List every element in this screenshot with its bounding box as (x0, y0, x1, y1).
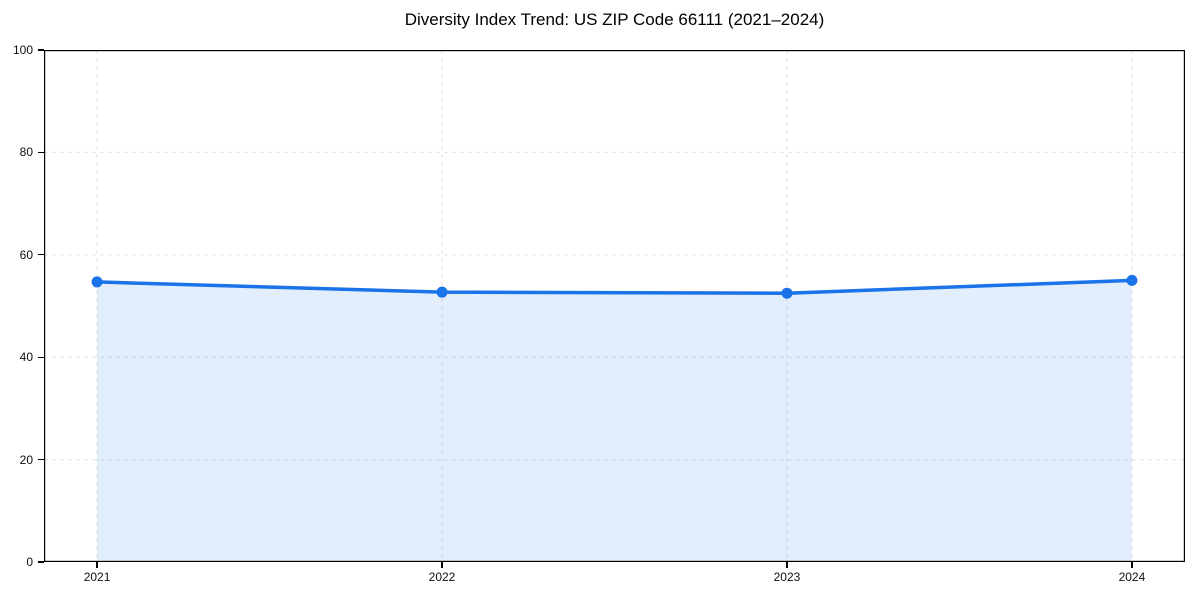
y-tick-mark (38, 561, 44, 563)
y-tick-mark (38, 459, 44, 461)
y-tick-label: 0 (26, 555, 33, 569)
data-point-2022 (436, 286, 448, 298)
plot-area (44, 50, 1185, 562)
y-axis: 0 20 40 60 80 100 (0, 44, 44, 568)
y-tick-label: 100 (12, 43, 33, 57)
x-tick-label: 2024 (1118, 570, 1146, 584)
x-tick-mark (786, 562, 788, 568)
y-tick-label: 20 (19, 452, 33, 467)
y-tick-mark (38, 151, 44, 153)
y-tick-mark (38, 49, 44, 51)
area-fill (97, 280, 1132, 562)
trend-line (95, 278, 1134, 295)
y-tick-mark (38, 254, 44, 256)
data-point-2023 (781, 287, 793, 299)
plot-border (44, 50, 1185, 562)
x-tick-mark (1131, 562, 1133, 568)
data-point-2021 (91, 276, 103, 288)
x-tick-mark (441, 562, 443, 568)
y-tick-label: 40 (19, 350, 33, 365)
x-tick-label: 2023 (773, 570, 801, 584)
chart-canvas (44, 50, 1185, 562)
y-tick-label: 60 (19, 247, 33, 262)
y-tick-label: 80 (19, 145, 33, 160)
chart-title: Diversity Index Trend: US ZIP Code 66111… (404, 10, 825, 29)
x-tick-mark (96, 562, 98, 568)
y-tick-mark (38, 356, 44, 358)
x-tick-label: 2021 (83, 570, 111, 584)
x-axis: 2021 2022 2023 2024 (44, 562, 1185, 596)
x-tick-label: 2022 (428, 570, 456, 584)
data-point-2024 (1126, 274, 1138, 286)
